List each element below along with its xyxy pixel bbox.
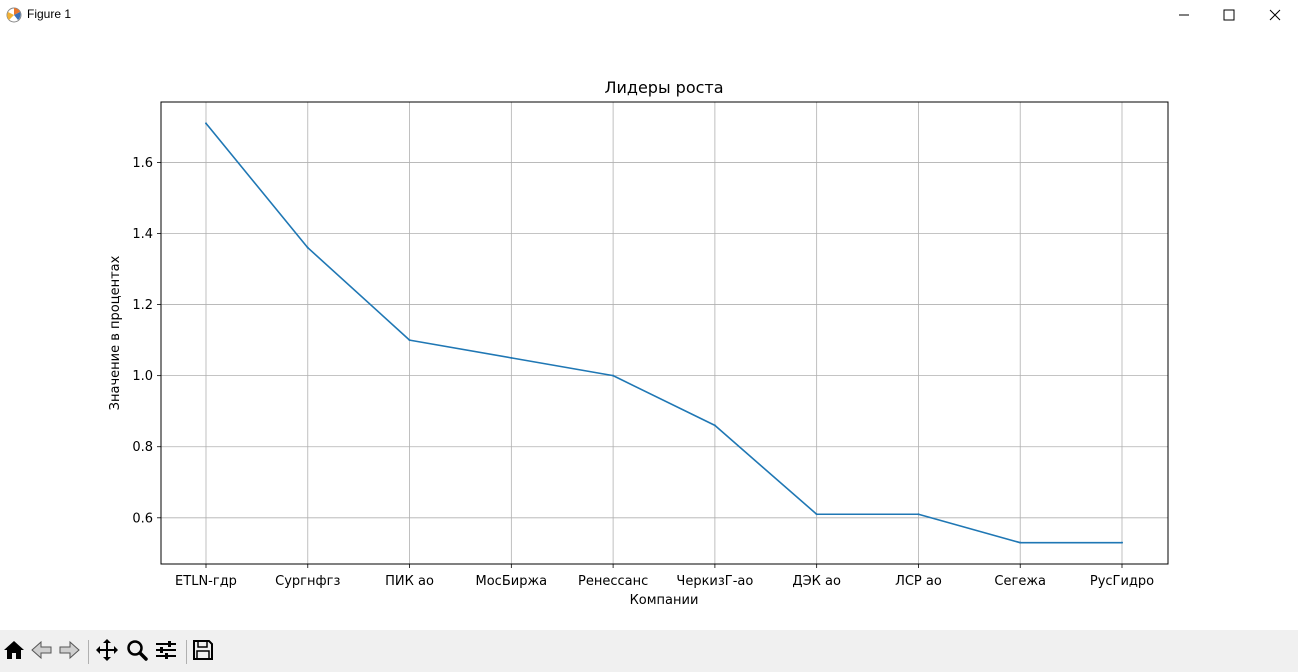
- data-point: [205, 122, 207, 125]
- data-point: [510, 356, 513, 359]
- x-tick-label: ПИК ао: [385, 574, 434, 589]
- y-tick-label: 1.0: [132, 369, 153, 384]
- y-tick-label: 1.2: [132, 298, 153, 313]
- maximize-button[interactable]: [1206, 0, 1252, 30]
- save-icon: [193, 640, 213, 660]
- maximize-icon: [1223, 9, 1235, 21]
- window-titlebar: Figure 1: [0, 0, 1298, 30]
- pan-icon: [96, 639, 118, 661]
- x-tick-label: Ренессанс: [578, 574, 648, 589]
- back-button[interactable]: [30, 638, 58, 666]
- data-point: [306, 246, 309, 249]
- window-title: Figure 1: [27, 7, 72, 21]
- x-tick-label: МосБиржа: [476, 574, 548, 589]
- data-point: [612, 374, 615, 377]
- matplotlib-icon: [6, 7, 22, 23]
- close-icon: [1269, 9, 1281, 21]
- data-point: [1121, 541, 1123, 544]
- toolbar-separator: [88, 640, 89, 664]
- toolbar-separator: [186, 640, 187, 664]
- data-point: [408, 339, 411, 342]
- y-axis-label: Значение в процентах: [108, 255, 123, 410]
- pan-button[interactable]: [95, 638, 123, 666]
- data-point: [917, 513, 920, 516]
- data-point: [1019, 541, 1022, 544]
- x-tick-label: ДЭК ао: [792, 574, 841, 589]
- data-points: [205, 122, 1123, 544]
- figure-canvas[interactable]: 0.6 0.8 1.0 1.2 1.4 1.6 ETLN-гдр Сургнфгз ПИК а…: [0, 30, 1298, 630]
- configure-subplots-button[interactable]: [154, 638, 182, 666]
- data-point: [815, 513, 818, 516]
- series-line: [205, 122, 1122, 544]
- y-tick-label: 0.6: [132, 511, 153, 526]
- x-tick-label: ЧеркизГ-ао: [676, 574, 753, 589]
- home-button[interactable]: [2, 638, 30, 666]
- line-chart: 0.6 0.8 1.0 1.2 1.4 1.6 ETLN-гдр Сургнфгз ПИК а…: [108, 78, 1169, 608]
- navigation-toolbar: [0, 630, 1298, 672]
- y-tick-label: 1.4: [132, 227, 153, 242]
- axes-frame: [160, 101, 1169, 565]
- home-icon: [4, 641, 24, 659]
- close-button[interactable]: [1252, 0, 1298, 30]
- chart-title: Лидеры роста: [604, 78, 723, 97]
- x-axis-ticks: ETLN-гдр Сургнфгз ПИК ао МосБиржа Ренессанс Ч…: [175, 564, 1154, 589]
- minimize-button[interactable]: [1161, 0, 1207, 30]
- x-tick-label: Сургнфгз: [275, 574, 340, 589]
- grid: [161, 102, 1168, 564]
- y-axis-ticks: 0.6 0.8 1.0 1.2 1.4 1.6: [132, 156, 161, 526]
- x-tick-label: ЛСР ао: [895, 574, 942, 589]
- zoom-icon: [127, 640, 148, 661]
- zoom-button[interactable]: [125, 638, 153, 666]
- forward-icon: [59, 640, 80, 660]
- configure-subplots-icon: [156, 641, 176, 659]
- x-tick-label: Сегежа: [994, 574, 1046, 589]
- x-axis-label: Компании: [630, 593, 699, 608]
- minimize-icon: [1179, 14, 1189, 16]
- data-point: [713, 424, 716, 427]
- back-icon: [31, 640, 52, 660]
- save-button[interactable]: [191, 638, 219, 666]
- x-tick-label: РусГидро: [1090, 574, 1154, 589]
- y-tick-label: 1.6: [132, 156, 153, 171]
- forward-button[interactable]: [57, 638, 85, 666]
- x-tick-label: ETLN-гдр: [175, 574, 237, 589]
- y-tick-label: 0.8: [132, 440, 153, 455]
